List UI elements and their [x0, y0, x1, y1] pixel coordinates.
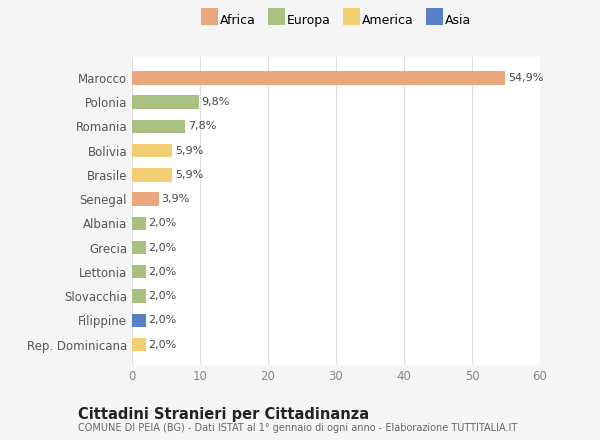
- Text: 54,9%: 54,9%: [508, 73, 544, 83]
- Bar: [132, 71, 505, 84]
- Bar: [132, 265, 146, 279]
- Bar: [132, 144, 172, 157]
- Legend: Africa, Europa, America, Asia: Africa, Europa, America, Asia: [201, 14, 471, 27]
- Text: 2,0%: 2,0%: [148, 340, 176, 349]
- Bar: [132, 120, 185, 133]
- Text: 2,0%: 2,0%: [148, 267, 176, 277]
- Text: 3,9%: 3,9%: [161, 194, 190, 204]
- Text: 2,0%: 2,0%: [148, 218, 176, 228]
- Bar: [132, 95, 199, 109]
- Bar: [132, 241, 146, 254]
- Text: 5,9%: 5,9%: [175, 170, 203, 180]
- Text: 2,0%: 2,0%: [148, 291, 176, 301]
- Bar: [132, 192, 158, 206]
- Text: 9,8%: 9,8%: [202, 97, 230, 107]
- Text: 2,0%: 2,0%: [148, 315, 176, 325]
- Bar: [132, 314, 146, 327]
- Bar: [132, 290, 146, 303]
- Text: 5,9%: 5,9%: [175, 146, 203, 156]
- Bar: [132, 338, 146, 351]
- Bar: [132, 168, 172, 182]
- Text: 2,0%: 2,0%: [148, 242, 176, 253]
- Text: Cittadini Stranieri per Cittadinanza: Cittadini Stranieri per Cittadinanza: [78, 407, 369, 422]
- Text: 7,8%: 7,8%: [188, 121, 216, 132]
- Bar: [132, 216, 146, 230]
- Text: COMUNE DI PEIA (BG) - Dati ISTAT al 1° gennaio di ogni anno - Elaborazione TUTTI: COMUNE DI PEIA (BG) - Dati ISTAT al 1° g…: [78, 423, 517, 433]
